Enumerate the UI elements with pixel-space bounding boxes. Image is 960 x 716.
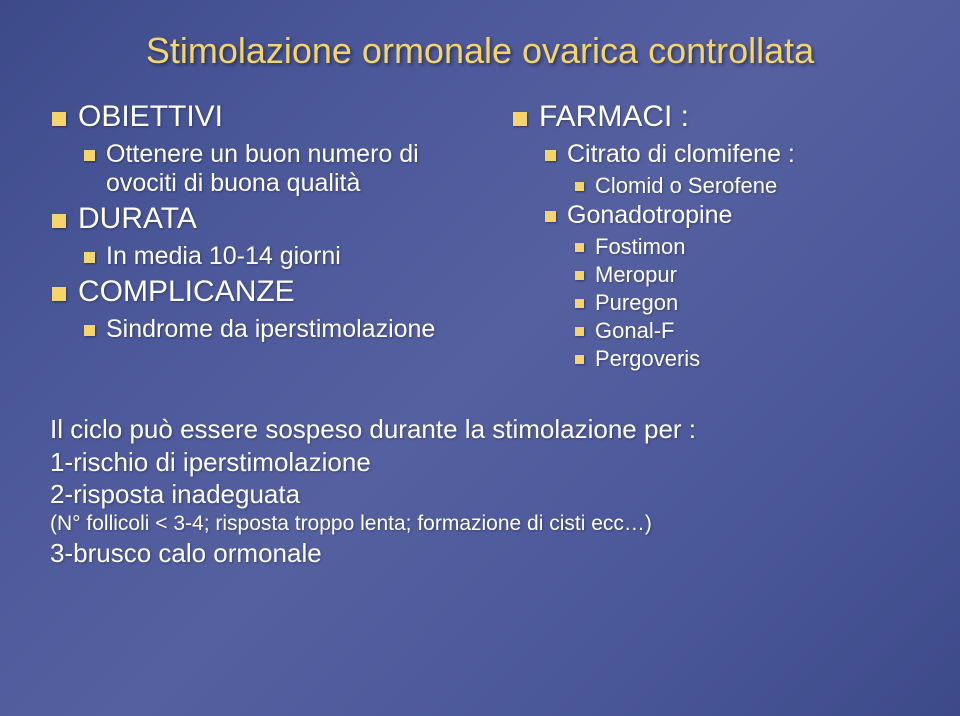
right-gon-item5: Pergoveris [511, 346, 910, 372]
right-gon-item4: Gonal-F [511, 318, 910, 344]
left-complicanze-item: Sindrome da iperstimolazione [50, 315, 491, 344]
right-gon-item3: Puregon [511, 290, 910, 316]
bottom-block: Il ciclo può essere sospeso durante la s… [50, 414, 910, 569]
left-h1-complicanze: COMPLICANZE [50, 275, 491, 309]
bottom-line-3-sub: (N° follicoli < 3-4; risposta troppo len… [50, 512, 910, 536]
right-h1-farmaci: FARMACI : [511, 100, 910, 134]
columns: OBIETTIVI Ottenere un buon numero di ovo… [50, 100, 910, 374]
right-gon-item1: Fostimon [511, 234, 910, 260]
left-durata-item: In media 10-14 giorni [50, 242, 491, 271]
slide-title: Stimolazione ormonale ovarica controllat… [50, 30, 910, 72]
bottom-line-2: 1-rischio di iperstimolazione [50, 447, 910, 478]
bottom-line-1: Il ciclo può essere sospeso durante la s… [50, 414, 910, 445]
right-gonadotropine: Gonadotropine [511, 201, 910, 230]
bottom-line-3: 2-risposta inadeguata [50, 479, 910, 510]
right-column: FARMACI : Citrato di clomifene : Clomid … [511, 100, 910, 374]
left-obiettivi-item: Ottenere un buon numero di ovociti di bu… [50, 140, 491, 198]
left-column: OBIETTIVI Ottenere un buon numero di ovo… [50, 100, 491, 374]
right-gon-item2: Meropur [511, 262, 910, 288]
slide: Stimolazione ormonale ovarica controllat… [0, 0, 960, 716]
left-h1-obiettivi: OBIETTIVI [50, 100, 491, 134]
left-h1-durata: DURATA [50, 202, 491, 236]
bottom-line-4: 3-brusco calo ormonale [50, 538, 910, 569]
right-citrato-item1: Clomid o Serofene [511, 173, 910, 199]
right-citrato: Citrato di clomifene : [511, 140, 910, 169]
